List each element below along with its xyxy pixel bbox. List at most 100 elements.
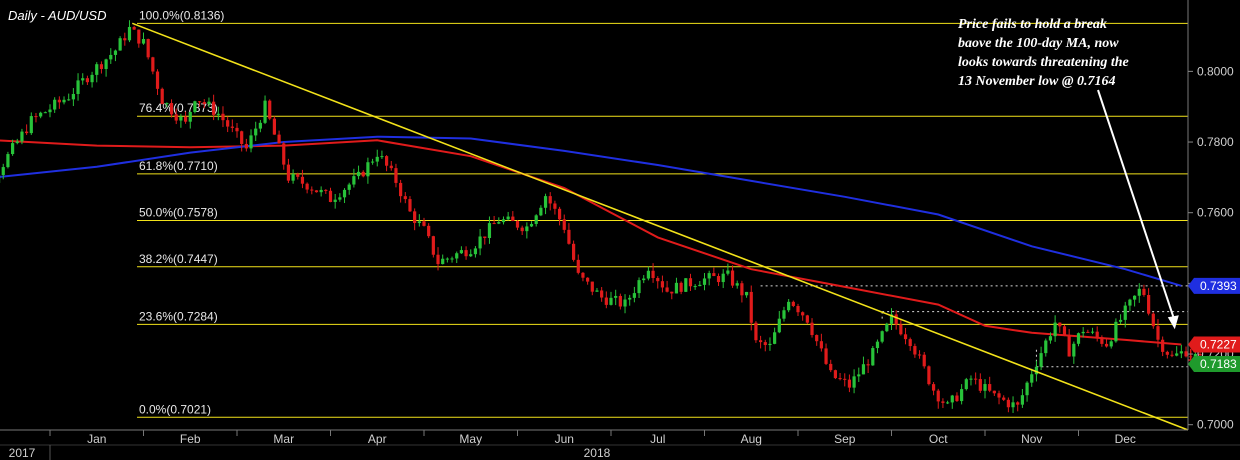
- candle-body: [67, 99, 71, 101]
- candle-body: [436, 254, 440, 265]
- candle-body: [1193, 353, 1197, 357]
- candle-body: [39, 112, 43, 117]
- price-badge: [1188, 336, 1240, 353]
- candle-body: [57, 99, 61, 103]
- candle-body: [132, 26, 136, 30]
- candle-body: [931, 384, 936, 391]
- candle-body: [824, 348, 828, 364]
- candle-body: [1118, 319, 1123, 322]
- candle-body: [347, 184, 351, 190]
- candle-body: [941, 401, 945, 403]
- candle-body: [983, 384, 987, 391]
- candle-body: [707, 273, 711, 279]
- month-label: Feb: [180, 432, 201, 446]
- candle-body: [15, 141, 19, 144]
- month-label: Dec: [1115, 432, 1136, 446]
- candle-body: [969, 378, 973, 380]
- candle-body: [118, 38, 122, 51]
- candle-body: [684, 278, 688, 292]
- candle-body: [286, 164, 291, 181]
- candle-body: [375, 156, 379, 162]
- fib-label: 50.0%(0.7578): [139, 205, 218, 219]
- trendline-group: [131, 22, 1189, 431]
- candle-body: [801, 312, 805, 316]
- annotation-line: 13 November low @ 0.7164: [958, 74, 1115, 89]
- candle-body: [282, 143, 286, 165]
- candle-body: [1, 167, 5, 175]
- candle-body: [1053, 322, 1057, 337]
- candle-body: [511, 216, 515, 222]
- candle-body: [408, 199, 412, 212]
- candle-body: [459, 250, 463, 254]
- candle-body: [1048, 336, 1053, 341]
- candle-body: [810, 322, 814, 336]
- candle-body: [815, 335, 819, 342]
- candle-body: [880, 331, 884, 342]
- candle-body: [974, 378, 978, 380]
- candle-body: [903, 334, 908, 340]
- price-badge: [1188, 277, 1240, 294]
- y-tick-label: 0.7800: [1197, 135, 1234, 149]
- candle-body: [165, 103, 169, 105]
- candle-body: [198, 101, 202, 103]
- candle-body: [838, 378, 842, 380]
- candle-body: [399, 182, 403, 197]
- month-label: Nov: [1021, 432, 1042, 446]
- candle-body: [478, 236, 482, 249]
- candle-body: [99, 64, 104, 69]
- candle-body: [137, 29, 141, 44]
- candle-body: [917, 354, 922, 356]
- candle-body: [413, 211, 417, 224]
- candle-body: [141, 39, 146, 44]
- candle-body: [1137, 288, 1141, 296]
- candle-body: [539, 207, 543, 216]
- candle-body: [300, 176, 305, 184]
- candle-body: [1034, 366, 1039, 375]
- candle-body: [590, 281, 594, 292]
- candle-body: [852, 376, 856, 388]
- candle-body: [595, 290, 599, 292]
- candle-body: [805, 315, 809, 323]
- candle-body: [861, 364, 866, 375]
- candle-body: [698, 284, 702, 287]
- price-badge-label: 0.7183: [1200, 357, 1237, 371]
- candle-body: [249, 135, 253, 149]
- candle-body: [1109, 341, 1113, 347]
- candle-body: [441, 258, 445, 265]
- candle-body: [469, 254, 473, 257]
- candle-body: [787, 301, 791, 311]
- candle-body: [34, 116, 38, 118]
- candle-body: [515, 221, 520, 228]
- moving-averages: [0, 135, 1182, 346]
- candle-body: [562, 219, 566, 230]
- candle-body: [380, 156, 384, 158]
- month-label: Jan: [87, 432, 106, 446]
- candle-body: [581, 272, 585, 278]
- fib-label: 61.8%(0.7710): [139, 159, 218, 173]
- candle-body: [338, 197, 342, 200]
- candle-body: [618, 295, 622, 307]
- candle-body: [670, 291, 674, 294]
- candle-body: [557, 208, 562, 220]
- y-tick-label: 0.7600: [1197, 206, 1234, 220]
- candle-body: [604, 297, 608, 305]
- candle-body: [226, 120, 230, 127]
- candle-body: [642, 278, 646, 281]
- candle-body: [1020, 395, 1024, 405]
- candle-body: [342, 189, 347, 198]
- fib-label: 38.2%(0.7447): [139, 252, 218, 266]
- candle-body: [146, 39, 150, 58]
- candle-body: [927, 366, 931, 385]
- candle-body: [1076, 333, 1081, 344]
- candle-body: [889, 314, 894, 324]
- fib-label: 23.6%(0.7284): [139, 309, 218, 323]
- annotation-group: Price fails to hold a break baove the 100…: [958, 17, 1179, 330]
- annotation-arrow: [1097, 89, 1176, 322]
- candle-body: [1044, 340, 1048, 354]
- candle-body: [370, 161, 375, 163]
- candle-body: [230, 126, 234, 128]
- candle-body: [29, 116, 33, 134]
- price-badge-label: 0.7393: [1200, 279, 1237, 293]
